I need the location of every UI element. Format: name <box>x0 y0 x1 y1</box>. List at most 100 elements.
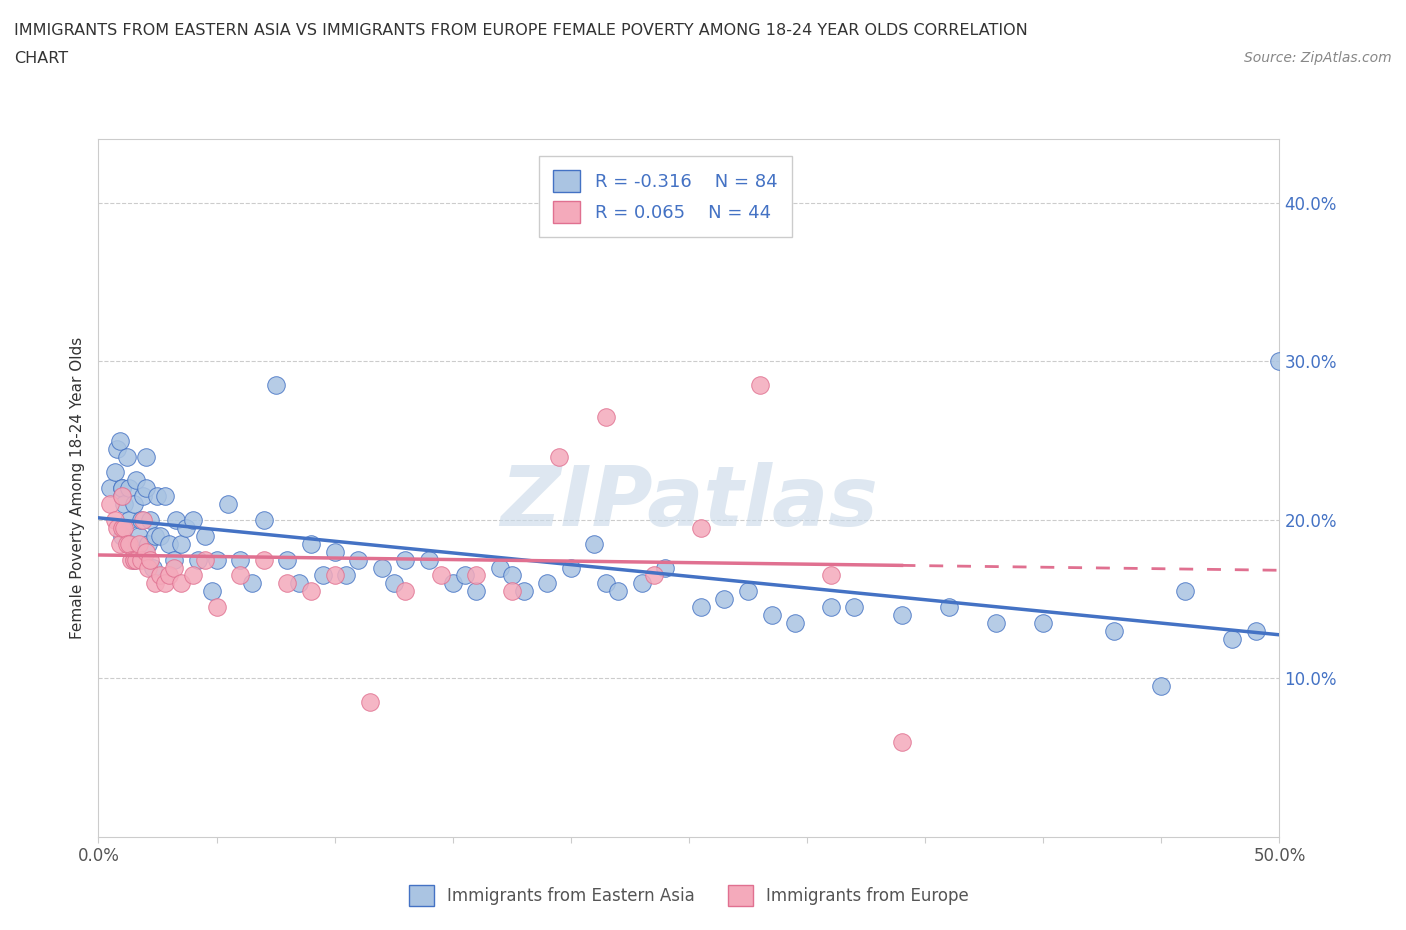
Point <box>125 552 148 567</box>
Point <box>785 616 807 631</box>
Point <box>748 378 770 392</box>
Point <box>153 489 176 504</box>
Point <box>288 576 311 591</box>
Point <box>548 449 571 464</box>
Point <box>136 560 159 575</box>
Point <box>264 378 287 392</box>
Point <box>253 512 276 527</box>
Point <box>1244 623 1267 638</box>
Point <box>194 552 217 567</box>
Point <box>111 481 134 496</box>
Text: ZIPatlas: ZIPatlas <box>501 461 877 543</box>
Y-axis label: Female Poverty Among 18-24 Year Olds: Female Poverty Among 18-24 Year Olds <box>69 338 84 640</box>
Point <box>122 552 145 567</box>
Point <box>394 584 416 599</box>
Point <box>441 576 464 591</box>
Point <box>890 607 912 622</box>
Text: Source: ZipAtlas.com: Source: ZipAtlas.com <box>1244 51 1392 65</box>
Point <box>125 472 148 487</box>
Point <box>713 591 735 606</box>
Point <box>312 568 335 583</box>
Point <box>229 552 252 567</box>
Point <box>112 521 135 536</box>
Point <box>118 537 141 551</box>
Point <box>820 568 842 583</box>
Point <box>121 552 143 567</box>
Point <box>165 512 187 527</box>
Point <box>512 584 534 599</box>
Point <box>129 512 152 527</box>
Point <box>501 584 523 599</box>
Point <box>170 537 193 551</box>
Point <box>105 441 128 456</box>
Point <box>201 584 224 599</box>
Point <box>129 552 152 567</box>
Point <box>371 560 394 575</box>
Point <box>938 600 960 615</box>
Point <box>323 568 346 583</box>
Point <box>643 568 665 583</box>
Point <box>205 552 228 567</box>
Point <box>104 512 127 527</box>
Point <box>430 568 453 583</box>
Point <box>111 489 134 504</box>
Point <box>118 512 141 527</box>
Point <box>111 528 134 543</box>
Point <box>108 537 131 551</box>
Point <box>111 481 134 496</box>
Point <box>128 528 150 543</box>
Point <box>136 537 159 551</box>
Point <box>115 449 138 464</box>
Point <box>276 576 298 591</box>
Point <box>323 544 346 559</box>
Point <box>359 695 381 710</box>
Point <box>205 600 228 615</box>
Point <box>536 576 558 591</box>
Point <box>689 600 711 615</box>
Point <box>276 552 298 567</box>
Point <box>299 584 322 599</box>
Point <box>737 584 759 599</box>
Point <box>1032 616 1054 631</box>
Point <box>135 449 157 464</box>
Point <box>501 568 523 583</box>
Point <box>98 497 121 512</box>
Point <box>139 512 162 527</box>
Point <box>1150 679 1173 694</box>
Point <box>132 489 155 504</box>
Point <box>187 552 209 567</box>
Point <box>560 560 582 575</box>
Point <box>122 497 145 512</box>
Point <box>135 481 157 496</box>
Point <box>595 576 617 591</box>
Point <box>149 528 172 543</box>
Point <box>595 409 617 424</box>
Point <box>121 537 143 551</box>
Point <box>1220 631 1243 646</box>
Point <box>181 568 204 583</box>
Point <box>347 552 370 567</box>
Point <box>170 576 193 591</box>
Point <box>115 537 138 551</box>
Point <box>118 481 141 496</box>
Point <box>654 560 676 575</box>
Point <box>153 576 176 591</box>
Text: CHART: CHART <box>14 51 67 66</box>
Point <box>132 512 155 527</box>
Point <box>174 521 197 536</box>
Point <box>489 560 512 575</box>
Point <box>104 465 127 480</box>
Text: IMMIGRANTS FROM EASTERN ASIA VS IMMIGRANTS FROM EUROPE FEMALE POVERTY AMONG 18-2: IMMIGRANTS FROM EASTERN ASIA VS IMMIGRAN… <box>14 23 1028 38</box>
Point <box>157 568 180 583</box>
Point <box>453 568 475 583</box>
Point <box>583 537 606 551</box>
Point <box>163 552 186 567</box>
Point <box>1102 623 1125 638</box>
Point <box>194 528 217 543</box>
Point <box>240 576 263 591</box>
Point <box>607 584 630 599</box>
Point <box>299 537 322 551</box>
Point <box>382 576 405 591</box>
Point <box>217 497 239 512</box>
Point <box>149 568 172 583</box>
